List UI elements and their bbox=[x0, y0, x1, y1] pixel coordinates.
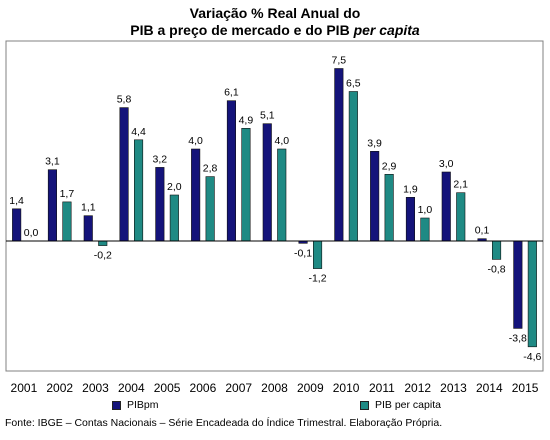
value-label-per-capita-2002: 1,7 bbox=[60, 188, 75, 200]
value-label-per-capita-2013: 2,1 bbox=[453, 179, 468, 191]
value-label-pibpm-2008: 5,1 bbox=[260, 110, 275, 122]
value-label-pibpm-2001: 1,4 bbox=[9, 195, 24, 207]
bar-pibpm-2007 bbox=[226, 100, 236, 242]
bar-pibpm-2004 bbox=[119, 107, 129, 242]
legend-swatch-2 bbox=[360, 400, 369, 410]
value-label-per-capita-2006: 2,8 bbox=[203, 163, 218, 175]
bar-per-capita-2010 bbox=[348, 91, 358, 242]
value-label-pibpm-2011: 3,9 bbox=[367, 137, 382, 149]
legend-label-2: PIB per capita bbox=[375, 399, 441, 411]
value-label-pibpm-2005: 3,2 bbox=[152, 153, 167, 165]
legend-swatch-1 bbox=[112, 400, 121, 410]
chart-title-main: PIB a preço de mercado e do PIB bbox=[130, 22, 350, 38]
chart-title-italic: per capita bbox=[353, 22, 420, 38]
value-label-per-capita-2004: 4,4 bbox=[131, 126, 146, 138]
bar-pibpm-2005 bbox=[155, 167, 165, 242]
value-label-pibpm-2003: 1,1 bbox=[81, 202, 96, 214]
value-label-per-capita-2009: -1,2 bbox=[308, 273, 326, 285]
x-tick-2010: 2010 bbox=[333, 381, 360, 395]
x-tick-2006: 2006 bbox=[190, 381, 217, 395]
value-label-pibpm-2015: -3,8 bbox=[509, 332, 527, 344]
legend-item-2: PIB per capita bbox=[360, 399, 441, 411]
value-label-per-capita-2007: 4,9 bbox=[239, 114, 254, 126]
x-tick-2002: 2002 bbox=[46, 381, 73, 395]
x-tick-2014: 2014 bbox=[476, 381, 503, 395]
bar-per-capita-2003 bbox=[98, 240, 108, 246]
bar-pibpm-2008 bbox=[262, 123, 272, 242]
legend-item-1: PIBpm bbox=[112, 399, 159, 411]
chart-title-line1: Variação % Real Anual do bbox=[189, 5, 361, 21]
value-label-per-capita-2005: 2,0 bbox=[167, 181, 182, 193]
bar-per-capita-2013 bbox=[456, 192, 466, 242]
value-label-per-capita-2011: 2,9 bbox=[382, 160, 397, 172]
bar-pibpm-2010 bbox=[334, 68, 344, 242]
bar-per-capita-2004 bbox=[134, 139, 144, 242]
value-label-pibpm-2013: 3,0 bbox=[439, 158, 454, 170]
x-tick-2008: 2008 bbox=[261, 381, 288, 395]
bar-pibpm-2006 bbox=[191, 148, 201, 242]
plot-frame bbox=[5, 40, 544, 372]
bar-per-capita-2005 bbox=[169, 194, 179, 242]
x-tick-2009: 2009 bbox=[297, 381, 324, 395]
x-tick-2004: 2004 bbox=[118, 381, 145, 395]
value-label-pibpm-2007: 6,1 bbox=[224, 87, 239, 99]
bar-per-capita-2002 bbox=[62, 201, 72, 242]
bar-pibpm-2001 bbox=[12, 208, 22, 242]
value-label-per-capita-2008: 4,0 bbox=[274, 135, 289, 147]
bar-per-capita-2006 bbox=[205, 176, 215, 242]
legend-label-1: PIBpm bbox=[127, 399, 159, 411]
bar-per-capita-2014 bbox=[491, 240, 502, 260]
x-tick-2013: 2013 bbox=[440, 381, 467, 395]
bar-pibpm-2003 bbox=[83, 215, 93, 242]
bar-pibpm-2013 bbox=[441, 171, 451, 242]
bar-per-capita-2008 bbox=[277, 148, 287, 242]
x-tick-2011: 2011 bbox=[369, 381, 395, 395]
bar-per-capita-2012 bbox=[420, 217, 430, 242]
value-label-per-capita-2014: -0,8 bbox=[487, 263, 505, 275]
value-label-per-capita-2010: 6,5 bbox=[346, 78, 361, 90]
value-label-pibpm-2014: 0,1 bbox=[475, 225, 490, 237]
value-label-pibpm-2010: 7,5 bbox=[331, 55, 346, 67]
x-tick-2005: 2005 bbox=[154, 381, 181, 395]
bar-pibpm-2002 bbox=[47, 169, 58, 242]
x-tick-2001: 2001 bbox=[11, 381, 38, 395]
value-label-pibpm-2012: 1,9 bbox=[403, 183, 418, 195]
bar-per-capita-2007 bbox=[241, 128, 251, 242]
value-label-pibpm-2006: 4,0 bbox=[188, 135, 203, 147]
x-tick-2007: 2007 bbox=[225, 381, 252, 395]
value-label-per-capita-2012: 1,0 bbox=[418, 204, 433, 216]
value-label-per-capita-2015: -4,6 bbox=[523, 351, 541, 363]
x-tick-2012: 2012 bbox=[404, 381, 431, 395]
value-label-pibpm-2004: 5,8 bbox=[117, 94, 132, 106]
x-tick-2015: 2015 bbox=[512, 381, 539, 395]
bar-per-capita-2015 bbox=[527, 240, 537, 348]
source-note: Fonte: IBGE – Contas Nacionais – Série E… bbox=[5, 417, 443, 429]
bar-pibpm-2011 bbox=[370, 151, 380, 242]
value-label-per-capita-2001: 0,0 bbox=[24, 227, 39, 239]
value-label-pibpm-2009: -0,1 bbox=[294, 247, 312, 259]
bar-pibpm-2015 bbox=[513, 240, 523, 329]
bar-per-capita-2011 bbox=[384, 174, 394, 242]
value-label-pibpm-2002: 3,1 bbox=[45, 156, 60, 168]
bar-pibpm-2012 bbox=[405, 197, 416, 242]
x-tick-2003: 2003 bbox=[82, 381, 109, 395]
chart-title-line2: PIB a preço de mercado e do PIB per capi… bbox=[0, 22, 550, 39]
value-label-per-capita-2003: -0,2 bbox=[94, 250, 112, 262]
bar-per-capita-2009 bbox=[312, 240, 323, 269]
